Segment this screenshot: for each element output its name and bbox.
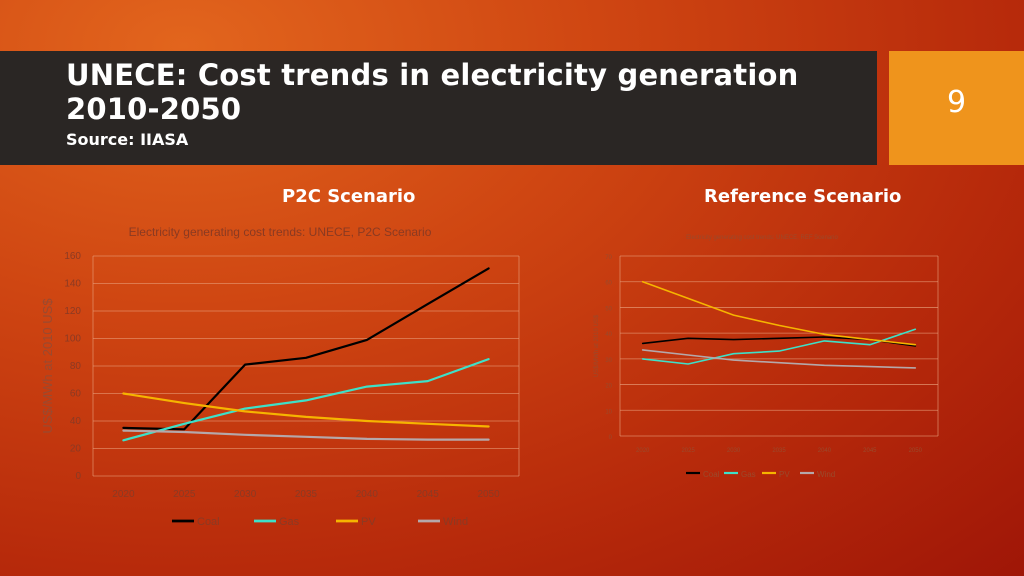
p2c-x-tick-label: 2050 xyxy=(477,489,500,500)
ref-y-axis-label: US$/MWh at 2010 US$ xyxy=(594,314,600,377)
p2c-y-tick-label: 160 xyxy=(64,251,81,262)
ref-legend-label-pv: PV xyxy=(779,470,790,479)
p2c-x-tick-label: 2020 xyxy=(112,489,135,500)
reference-scenario-heading: Reference Scenario xyxy=(704,186,902,207)
page-number: 9 xyxy=(946,85,967,120)
ref-y-tick-label: 10 xyxy=(605,409,612,415)
p2c-x-tick-label: 2030 xyxy=(234,489,257,500)
p2c-y-tick-label: 40 xyxy=(70,416,82,427)
p2c-legend-label-coal: Coal xyxy=(197,516,220,528)
p2c-x-tick-label: 2035 xyxy=(295,489,318,500)
p2c-y-tick-label: 20 xyxy=(70,444,82,455)
ref-legend-label-wind: Wind xyxy=(817,470,835,479)
ref-chart: Electricity generating cost trends: UNEC… xyxy=(594,235,939,479)
ref-legend-label-coal: Coal xyxy=(703,470,720,479)
ref-y-tick-label: 0 xyxy=(609,435,613,441)
p2c-y-tick-label: 120 xyxy=(64,306,81,317)
p2c-series-gas-line xyxy=(122,358,490,442)
p2c-y-tick-label: 80 xyxy=(70,361,82,372)
p2c-y-tick-label: 100 xyxy=(64,334,81,345)
p2c-x-tick-label: 2025 xyxy=(173,489,196,500)
p2c-series-coal-line xyxy=(122,267,490,431)
p2c-y-tick-label: 60 xyxy=(70,389,82,400)
ref-legend-label-gas: Gas xyxy=(741,470,756,479)
ref-series-coal-line xyxy=(641,336,917,347)
ref-series-wind-line xyxy=(641,349,917,369)
ref-y-tick-label: 50 xyxy=(605,306,612,312)
slide-title-block: UNECE: Cost trends in electricity genera… xyxy=(66,58,798,149)
ref-y-tick-label: 30 xyxy=(605,358,612,364)
ref-x-tick-label: 2020 xyxy=(636,448,650,454)
ref-x-tick-label: 2025 xyxy=(681,448,695,454)
ref-y-tick-label: 20 xyxy=(605,384,612,390)
p2c-x-tick-label: 2045 xyxy=(417,489,440,500)
p2c-y-axis-label: US$/MWh at 2010 US$ xyxy=(40,298,55,434)
ref-x-tick-label: 2040 xyxy=(818,448,832,454)
p2c-series-wind-line xyxy=(122,429,490,441)
slide-source: Source: IIASA xyxy=(66,130,189,149)
ref-x-tick-label: 2045 xyxy=(863,448,877,454)
ref-y-tick-label: 40 xyxy=(605,332,612,338)
ref-x-tick-label: 2035 xyxy=(772,448,786,454)
p2c-chart: Electricity generating cost trends: UNEC… xyxy=(40,225,520,528)
p2c-x-tick-label: 2040 xyxy=(356,489,379,500)
p2c-legend-label-pv: PV xyxy=(361,516,376,528)
p2c-chart-title: Electricity generating cost trends: UNEC… xyxy=(129,225,432,239)
p2c-y-tick-label: 0 xyxy=(75,471,81,482)
ref-y-tick-label: 60 xyxy=(605,281,612,287)
ref-y-tick-label: 70 xyxy=(605,255,612,261)
p2c-legend-label-wind: Wind xyxy=(443,516,468,528)
p2c-scenario-heading: P2C Scenario xyxy=(282,186,416,207)
ref-series-pv-line xyxy=(641,280,917,346)
slide-title-line2: 2010-2050 xyxy=(66,92,242,126)
ref-x-tick-label: 2030 xyxy=(727,448,741,454)
ref-x-tick-label: 2050 xyxy=(909,448,923,454)
p2c-y-tick-label: 140 xyxy=(64,279,81,290)
ref-series-gas-line xyxy=(641,328,917,365)
ref-chart-title: Electricity generating cost trends: UNEC… xyxy=(686,235,838,241)
slide-title-line1: UNECE: Cost trends in electricity genera… xyxy=(66,58,799,92)
p2c-legend-label-gas: Gas xyxy=(279,516,300,528)
p2c-series-pv-line xyxy=(122,392,490,428)
title-band xyxy=(0,51,877,165)
page-number-box: 9 xyxy=(889,51,1024,165)
